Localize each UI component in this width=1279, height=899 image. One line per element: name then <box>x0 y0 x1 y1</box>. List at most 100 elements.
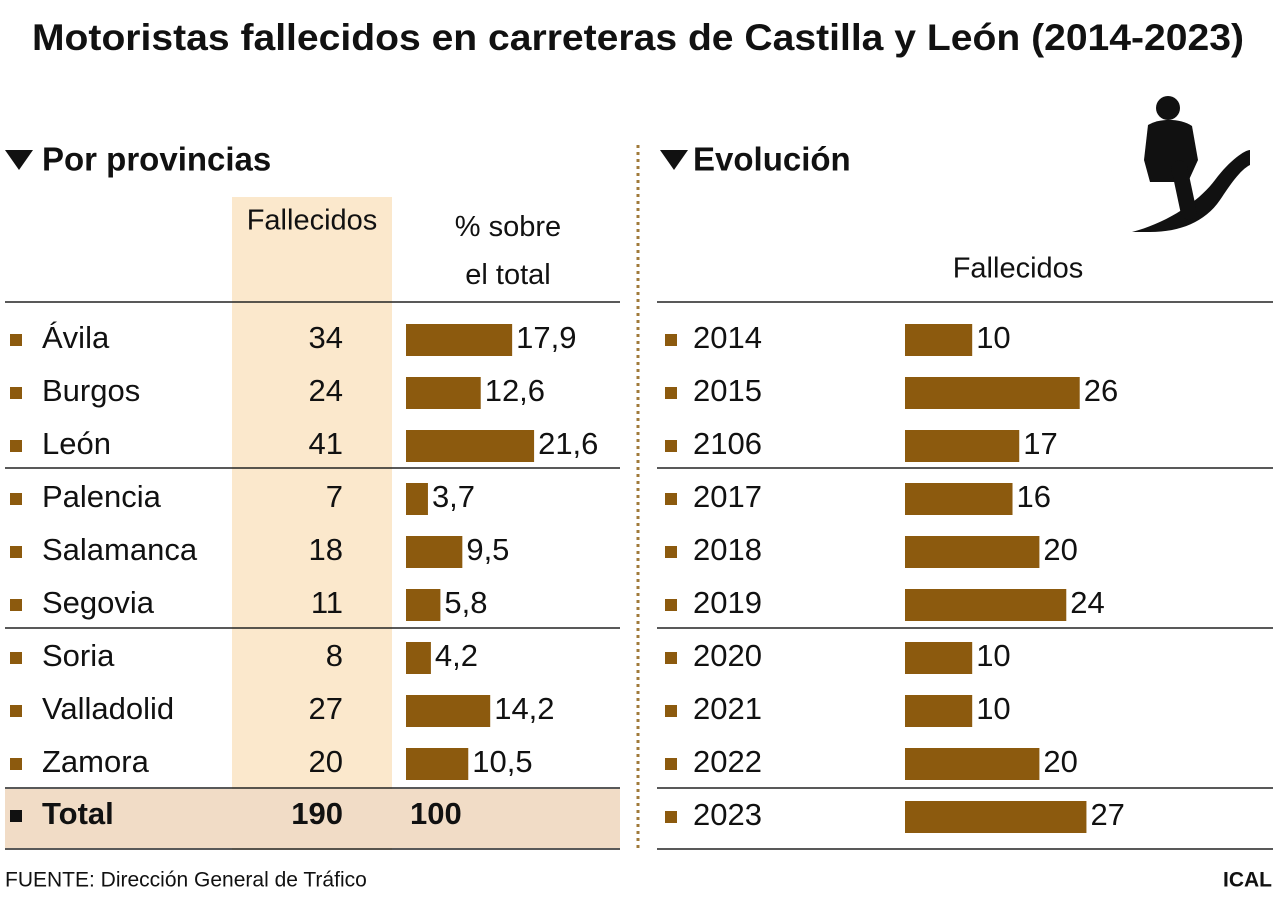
bar <box>406 483 428 515</box>
value-label: 3,7 <box>432 479 475 514</box>
bar <box>905 589 1067 621</box>
row-marker <box>665 599 677 611</box>
row-label: 2015 <box>693 373 762 408</box>
bar <box>905 324 973 356</box>
column-header-box: % sobre el total <box>454 211 562 291</box>
value-label: 10,5 <box>472 744 532 779</box>
bar <box>905 801 1087 833</box>
row-marker <box>665 705 677 717</box>
row-label: Valladolid <box>42 691 174 726</box>
count: 24 <box>309 373 343 408</box>
row-label: 2019 <box>693 585 762 620</box>
row-label: 2022 <box>693 744 762 779</box>
column-header: Fallecidos <box>247 205 378 237</box>
column-header: % sobre el total <box>454 211 562 291</box>
row-marker <box>665 334 677 346</box>
bar <box>406 536 463 568</box>
row-label: Segovia <box>42 585 155 620</box>
row-label: 2018 <box>693 532 762 567</box>
row-label: 2023 <box>693 797 762 832</box>
row-marker <box>10 440 22 452</box>
row-label: León <box>42 426 111 461</box>
count: 8 <box>326 638 343 673</box>
bar <box>406 324 513 356</box>
section-heading: Por provincias <box>42 141 271 178</box>
row-label: Salamanca <box>42 532 198 567</box>
value-label: 4,2 <box>435 638 478 673</box>
total-label: Total <box>42 796 114 831</box>
count: 41 <box>309 426 343 461</box>
column-header: Fallecidos <box>953 253 1084 285</box>
bar <box>905 377 1080 409</box>
row-marker <box>665 440 677 452</box>
heading-marker <box>660 150 688 170</box>
row-marker <box>10 705 22 717</box>
value-label: 14,2 <box>494 691 554 726</box>
credit: ICAL <box>1223 869 1272 892</box>
bar <box>406 589 441 621</box>
count: 11 <box>311 585 343 620</box>
row-marker <box>665 758 677 770</box>
row-marker <box>10 810 22 822</box>
row-label: Zamora <box>42 744 150 779</box>
row-marker <box>665 493 677 505</box>
row-marker <box>665 546 677 558</box>
bar <box>905 642 973 674</box>
row-marker <box>10 652 22 664</box>
source: FUENTE: Dirección General de Tráfico <box>5 869 367 892</box>
heading-marker <box>5 150 33 170</box>
value-label: 26 <box>1084 373 1118 408</box>
total-value: 100 <box>410 796 462 831</box>
row-label: 2020 <box>693 638 762 673</box>
total-band <box>5 789 620 848</box>
row-marker <box>10 758 22 770</box>
row-marker <box>10 493 22 505</box>
value-label: 16 <box>1017 479 1051 514</box>
value-label: 20 <box>1043 744 1077 779</box>
bar <box>905 536 1040 568</box>
title: Motoristas fallecidos en carreteras de C… <box>32 17 1244 58</box>
row-label: 2017 <box>693 479 762 514</box>
row-marker <box>10 334 22 346</box>
value-label: 9,5 <box>466 532 509 567</box>
rules <box>5 301 1273 850</box>
bar <box>406 430 535 462</box>
row-label: 2106 <box>693 426 762 461</box>
row-marker <box>665 652 677 664</box>
row-marker <box>10 599 22 611</box>
row-label: 2014 <box>693 320 762 355</box>
bar <box>406 642 431 674</box>
value-label: 21,6 <box>538 426 598 461</box>
value-label: 27 <box>1090 797 1124 832</box>
section-heading: Evolución <box>693 141 851 178</box>
column-highlight <box>232 197 392 850</box>
count: 20 <box>309 744 343 779</box>
value-label: 5,8 <box>444 585 487 620</box>
value-label: 17,9 <box>516 320 576 355</box>
row-marker <box>10 546 22 558</box>
count: 7 <box>326 479 343 514</box>
motorcycle-icon <box>1132 96 1250 232</box>
bar <box>406 695 491 727</box>
row-label: Burgos <box>42 373 140 408</box>
bar <box>406 748 469 780</box>
value-label: 10 <box>976 638 1010 673</box>
value-label: 12,6 <box>485 373 545 408</box>
row-label: 2021 <box>693 691 762 726</box>
row-label: Palencia <box>42 479 162 514</box>
row-marker <box>10 387 22 399</box>
value-label: 10 <box>976 320 1010 355</box>
bar <box>905 430 1020 462</box>
value-label: 17 <box>1023 426 1057 461</box>
value-label: 20 <box>1043 532 1077 567</box>
total-count: 190 <box>291 796 343 831</box>
row-label: Soria <box>42 638 115 673</box>
row-marker <box>665 387 677 399</box>
bar <box>905 748 1040 780</box>
value-label: 10 <box>976 691 1010 726</box>
value-label: 24 <box>1070 585 1104 620</box>
bar <box>406 377 481 409</box>
row-marker <box>665 811 677 823</box>
